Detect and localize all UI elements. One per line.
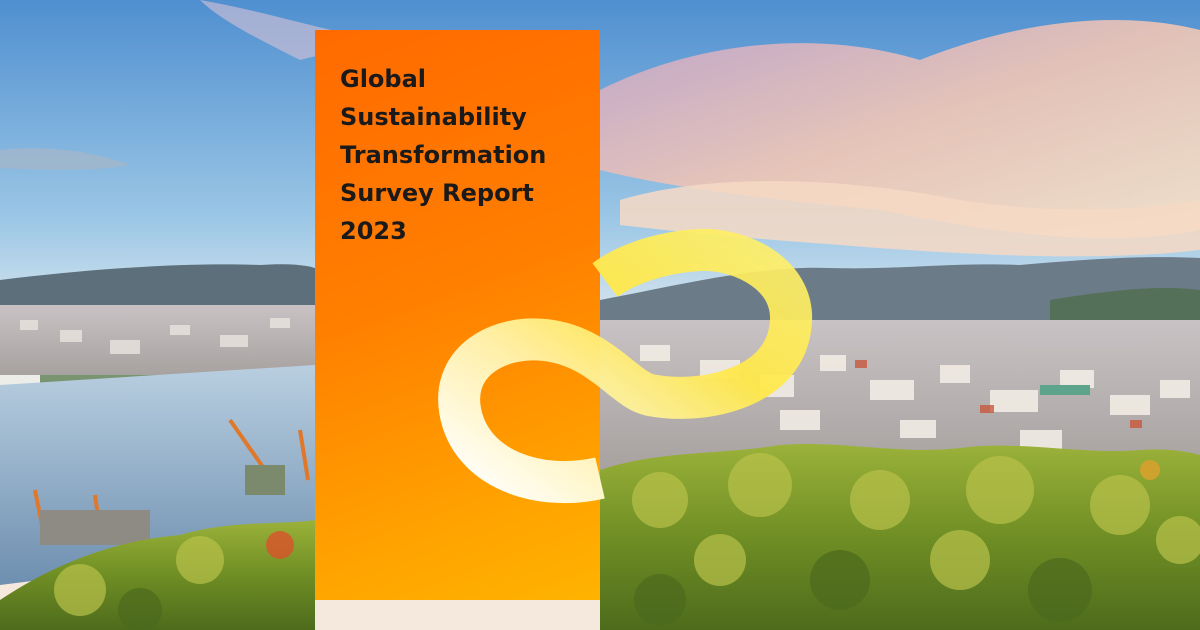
report-title-line: Global (340, 65, 427, 93)
report-title-line: Transformation (340, 141, 547, 169)
report-title-line: 2023 (340, 217, 407, 245)
report-cover-panel: Global Sustainability Transformation Sur… (315, 30, 600, 600)
report-title-line: Sustainability (340, 103, 527, 131)
report-title: Global Sustainability Transformation Sur… (340, 60, 590, 250)
report-title-line: Survey Report (340, 179, 534, 207)
